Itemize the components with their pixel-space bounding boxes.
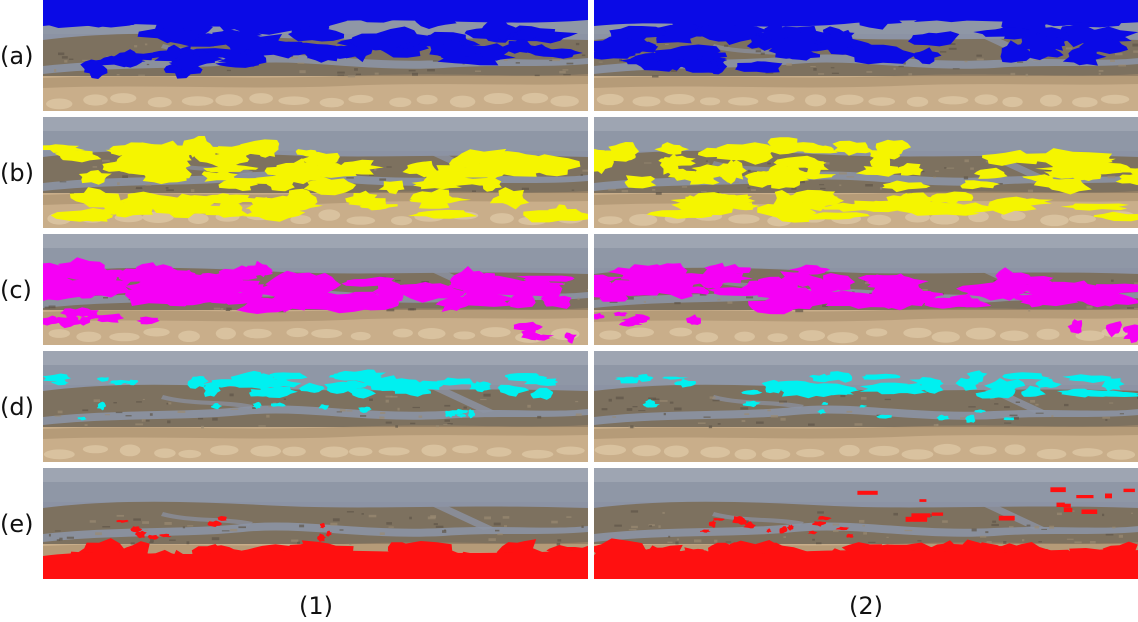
panel-row-a-col-1 (43, 0, 588, 111)
panel-row-e-col-2 (594, 468, 1138, 579)
row-label-a: (a) (0, 42, 34, 70)
segmentation-overlay (594, 137, 1138, 223)
panel-row-c-col-1 (43, 234, 588, 345)
panel-row-b-col-1 (43, 117, 588, 228)
segmentation-overlay (614, 370, 1138, 423)
column-label-1: (1) (299, 592, 333, 620)
segmented-photo (43, 117, 588, 228)
row-label-e: (e) (0, 510, 34, 538)
segmented-photo (43, 351, 588, 462)
segmented-photo (594, 351, 1138, 462)
segmented-photo (594, 234, 1138, 345)
row-label-c: (c) (0, 276, 32, 304)
panel-row-c-col-2 (594, 234, 1138, 345)
panel-row-a-col-2 (594, 0, 1138, 111)
row-label-b: (b) (0, 159, 34, 187)
segmentation-overlay (43, 0, 588, 79)
panel-row-e-col-1 (43, 468, 588, 579)
column-label-2: (2) (849, 592, 883, 620)
segmented-photo (594, 0, 1138, 111)
panel-row-d-col-1 (43, 351, 588, 462)
panel-row-b-col-2 (594, 117, 1138, 228)
segmentation-overlay (43, 516, 588, 579)
row-label-d: (d) (0, 393, 34, 421)
segmentation-overlay (43, 369, 559, 421)
segmented-photo (43, 234, 588, 345)
panel-row-d-col-2 (594, 351, 1138, 462)
segmented-photo (43, 468, 588, 579)
segmented-photo (594, 468, 1138, 579)
segmented-photo (43, 0, 588, 111)
segmentation-overlay (594, 262, 1138, 344)
segmentation-overlay (43, 136, 588, 223)
segmentation-overlay (43, 257, 577, 344)
segmentation-overlay (594, 0, 1138, 75)
segmented-photo (594, 117, 1138, 228)
segmentation-overlay (594, 487, 1138, 579)
